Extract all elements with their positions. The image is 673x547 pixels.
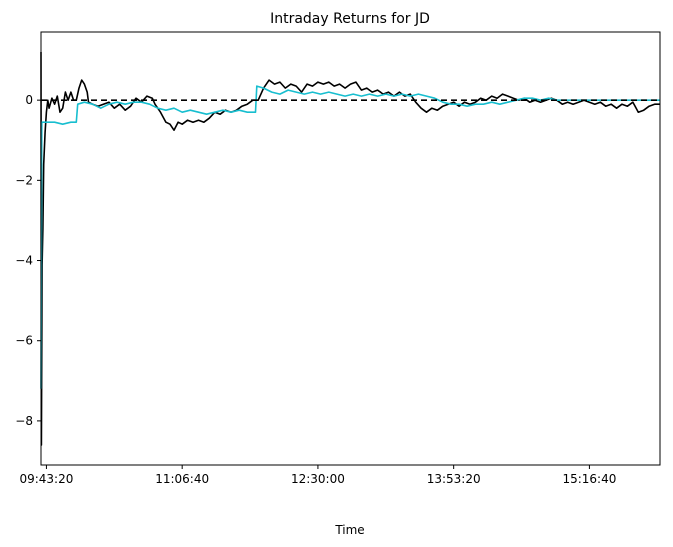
y-tick-label: −6 [15, 334, 33, 348]
y-tick-label: 0 [25, 93, 33, 107]
x-tick-label: 15:16:40 [562, 472, 616, 486]
y-tick-label: −2 [15, 173, 33, 187]
plot-frame [40, 31, 661, 466]
series-line-1 [40, 51, 660, 446]
y-tick-label: −8 [15, 414, 33, 428]
y-tick-label: −4 [15, 254, 33, 268]
x-tick-label: 13:53:20 [427, 472, 481, 486]
x-tick-label: 11:06:40 [155, 472, 209, 486]
x-tick-label: 09:43:20 [19, 472, 73, 486]
x-tick-label: 12:30:00 [291, 472, 345, 486]
y-axis: −8 −6 −4 −2 0 [15, 93, 41, 428]
chart-title: Intraday Returns for JD [270, 11, 430, 27]
x-axis: 09:43:20 11:06:40 12:30:00 13:53:20 15:16:40 [19, 465, 616, 486]
x-axis-label: Time [334, 523, 364, 537]
plot-area [41, 32, 660, 465]
